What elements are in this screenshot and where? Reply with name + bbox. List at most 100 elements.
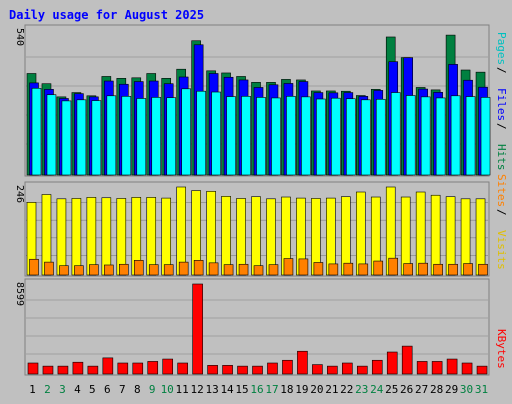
bar-pages-28	[435, 97, 446, 176]
bar-kbytes-11	[177, 362, 188, 375]
bar-kbytes-24	[371, 359, 383, 375]
bar-sites-18	[283, 258, 294, 276]
bar-kbytes-19	[297, 350, 308, 375]
bar-kbytes-1	[27, 362, 39, 375]
bar-pages-9	[151, 97, 162, 176]
bar-pages-24	[375, 98, 386, 176]
bar-visits-3	[56, 198, 67, 276]
bar-sites-2	[44, 261, 54, 276]
bar-pages-16	[256, 97, 266, 176]
bar-sites-16	[253, 265, 264, 276]
bar-kbytes-10	[162, 358, 174, 375]
x-tick-label-7: 7	[119, 383, 126, 396]
x-tick-label-17: 17	[265, 383, 278, 396]
x-tick-label-16: 16	[250, 383, 263, 396]
bar-kbytes-27	[416, 361, 428, 375]
x-tick-label-10: 10	[161, 383, 174, 396]
bar-visits-6	[101, 197, 112, 276]
x-tick-label-22: 22	[340, 383, 353, 396]
x-tick-label-29: 29	[445, 383, 458, 396]
y-max-label: 8599	[14, 282, 25, 306]
bar-pages-19	[301, 96, 311, 176]
x-tick-label-1: 1	[29, 383, 36, 396]
bar-sites-31	[478, 263, 488, 276]
x-tick-label-2: 2	[44, 383, 51, 396]
bar-kbytes-3	[57, 365, 69, 375]
bar-visits-7	[116, 198, 127, 276]
x-tick-label-5: 5	[89, 383, 96, 396]
chart-title: Daily usage for August 2025	[9, 8, 204, 22]
bar-pages-31	[480, 97, 491, 176]
y-max-label: 246	[14, 185, 25, 203]
bar-visits-29	[445, 196, 456, 276]
bar-sites-10	[163, 264, 174, 276]
bar-visits-28	[430, 194, 441, 276]
bar-sites-26	[403, 263, 413, 276]
legend-separator: /	[495, 209, 508, 216]
legend-pages: Pages	[495, 32, 508, 65]
bar-pages-6	[106, 95, 117, 176]
bar-pages-21	[331, 97, 341, 176]
x-tick-label-18: 18	[280, 383, 293, 396]
bar-visits-16	[251, 196, 261, 276]
bar-kbytes-23	[356, 365, 368, 375]
x-tick-label-25: 25	[385, 383, 398, 396]
panel-frame-kbytes	[24, 278, 490, 376]
legend-files: Files	[495, 88, 508, 121]
bar-sites-24	[373, 260, 384, 276]
bar-kbytes-21	[327, 365, 338, 375]
bar-sites-22	[343, 262, 354, 276]
bar-pages-11	[181, 88, 191, 176]
bar-sites-21	[328, 263, 339, 276]
x-tick-label-31: 31	[475, 383, 488, 396]
bar-sites-15	[238, 263, 249, 276]
bar-kbytes-7	[117, 362, 129, 375]
bar-kbytes-18	[282, 359, 293, 375]
bar-pages-26	[405, 95, 416, 176]
bar-pages-7	[121, 96, 132, 176]
x-tick-label-15: 15	[235, 383, 248, 396]
x-tick-label-14: 14	[220, 383, 234, 396]
x-tick-label-28: 28	[430, 383, 443, 396]
bar-pages-17	[271, 97, 281, 176]
bar-sites-23	[358, 263, 369, 276]
bar-sites-12	[193, 260, 204, 276]
legend-sites: Sites	[495, 174, 508, 207]
bar-pages-3	[61, 100, 72, 176]
bar-kbytes-31	[476, 365, 488, 375]
legend-kbytes: KBytes	[495, 329, 508, 369]
bar-pages-27	[420, 96, 431, 176]
bar-visits-10	[161, 197, 172, 276]
bar-visits-23	[355, 191, 366, 276]
y-max-label: 540	[14, 28, 25, 46]
bar-pages-14	[226, 96, 236, 176]
x-tick-label-23: 23	[355, 383, 368, 396]
legend-hits: Hits	[495, 144, 508, 171]
bar-pages-13	[211, 91, 221, 176]
x-tick-label-9: 9	[149, 383, 156, 396]
bar-pages-22	[346, 98, 356, 176]
bar-kbytes-2	[42, 365, 54, 375]
bar-pages-15	[241, 96, 251, 176]
bar-pages-1	[31, 87, 42, 176]
bar-pages-5	[91, 100, 102, 176]
bar-kbytes-8	[132, 362, 144, 375]
x-tick-label-26: 26	[400, 383, 413, 396]
x-tick-label-11: 11	[176, 383, 189, 396]
bar-kbytes-29	[446, 358, 458, 375]
bar-pages-4	[76, 99, 87, 176]
bar-pages-23	[360, 99, 371, 176]
bar-kbytes-15	[237, 365, 248, 375]
x-tick-label-24: 24	[370, 383, 384, 396]
x-tick-label-12: 12	[191, 383, 204, 396]
bar-kbytes-30	[461, 362, 473, 375]
bar-pages-29	[450, 95, 461, 176]
bar-pages-12	[196, 90, 206, 176]
bar-sites-28	[433, 263, 443, 276]
bar-sites-4	[74, 265, 84, 276]
bar-kbytes-12	[192, 283, 203, 375]
bar-kbytes-4	[72, 361, 84, 375]
x-tick-label-13: 13	[205, 383, 218, 396]
